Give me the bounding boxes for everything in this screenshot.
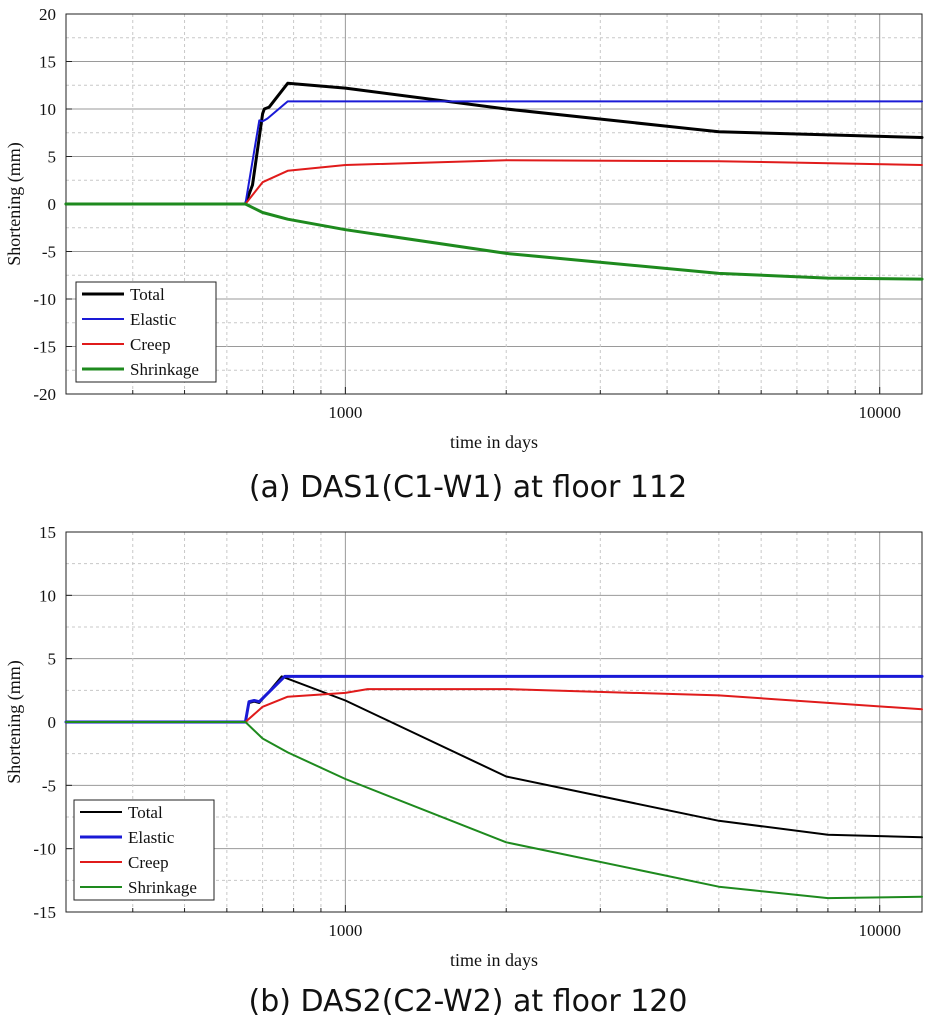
y-tick-label: 15: [39, 53, 56, 72]
legend-label-creep: Creep: [128, 853, 169, 872]
y-tick-label: 10: [39, 586, 56, 605]
chart-panel-a: -20 -15 -10 -5 0 5 10 15 20 1000 10000 time in days…: [4, 5, 924, 452]
legend-box: [73, 799, 215, 901]
y-tick-label: 20: [39, 5, 56, 24]
y-tick-label: -15: [33, 338, 56, 357]
x-tick-label: 1000: [328, 921, 362, 940]
x-axis-label: time in days: [450, 432, 538, 452]
legend-label-elastic: Elastic: [128, 828, 175, 847]
y-tick-label: -10: [33, 840, 56, 859]
series-line-creep: [65, 159, 923, 205]
series-line-shrinkage: [64, 202, 924, 281]
y-tick-label: -5: [42, 776, 56, 795]
x-tick-label: 10000: [858, 403, 901, 422]
y-tick-label: 5: [48, 148, 57, 167]
y-tick-label: -20: [33, 385, 56, 404]
legend-label-total: Total: [128, 803, 163, 822]
y-axis: -20 -15 -10 -5 0 5 10 15 20: [33, 5, 72, 404]
legend-label-total: Total: [130, 285, 165, 304]
legend-label-shrinkage: Shrinkage: [130, 360, 199, 379]
series-lines: [64, 674, 924, 900]
series-line-elastic: [65, 100, 923, 205]
y-axis-label: Shortening (mm): [4, 142, 25, 266]
legend-label-shrinkage: Shrinkage: [128, 878, 197, 897]
legend-label-creep: Creep: [130, 335, 171, 354]
legend-label-elastic: Elastic: [130, 310, 177, 329]
chart-panel-b: -15 -10 -5 0 5 10 15 1000 10000 time in days Short…: [4, 523, 924, 970]
y-tick-label: -5: [42, 243, 56, 262]
legend-box: [75, 281, 217, 383]
legend: Total Elastic Creep Shrinkage: [73, 799, 215, 901]
panel-caption-b: (b) DAS2(C2-W2) at floor 120: [248, 984, 688, 1019]
y-tick-label: 0: [48, 713, 57, 732]
y-axis-label: Shortening (mm): [4, 660, 25, 784]
y-tick-label: 0: [48, 195, 57, 214]
x-tick-label: 1000: [328, 403, 362, 422]
series-line-elastic: [64, 674, 924, 724]
series-lines: [64, 81, 924, 281]
series-line-total: [64, 81, 924, 206]
y-tick-label: -10: [33, 290, 56, 309]
y-tick-label: 10: [39, 100, 56, 119]
panel-caption-a: (a) DAS1(C1-W1) at floor 112: [248, 470, 688, 505]
x-axis: 1000 10000: [132, 387, 901, 422]
x-axis-label: time in days: [450, 950, 538, 970]
legend: Total Elastic Creep Shrinkage: [75, 281, 217, 383]
x-tick-label: 10000: [858, 921, 901, 940]
y-axis: -15 -10 -5 0 5 10 15: [33, 523, 72, 922]
y-tick-label: -15: [33, 903, 56, 922]
series-line-creep: [65, 688, 923, 723]
x-axis: 1000 10000: [132, 905, 901, 940]
series-line-shrinkage: [65, 721, 923, 900]
y-tick-label: 15: [39, 523, 56, 542]
y-tick-label: 5: [48, 650, 57, 669]
